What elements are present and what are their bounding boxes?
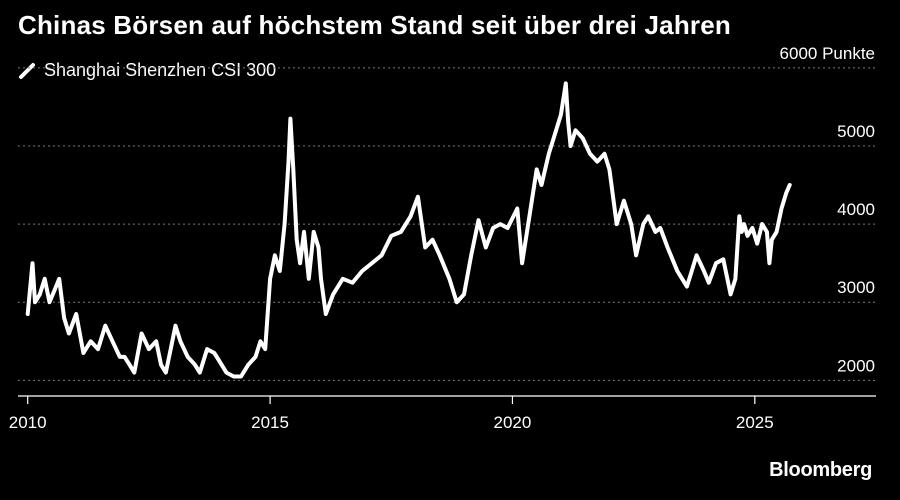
y-axis-ticks: 2000 3000 4000 5000 6000 Punkte (780, 44, 875, 376)
y-tick-label: 4000 (837, 200, 875, 219)
y-tick-label: 5000 (837, 122, 875, 141)
x-tick-label: 2010 (9, 413, 47, 432)
legend: Shanghai Shenzhen CSI 300 (18, 60, 276, 81)
gridlines (18, 67, 876, 381)
y-tick-label: 6000 Punkte (780, 44, 875, 63)
y-tick-label: 3000 (837, 278, 875, 297)
series-line-csi300 (25, 81, 792, 379)
y-tick-label: 2000 (837, 356, 875, 375)
source-logo: Bloomberg (769, 459, 872, 481)
x-tick-label: 2015 (251, 413, 289, 432)
chart-title: Chinas Börsen auf höchstem Stand seit üb… (18, 10, 731, 40)
x-tick-label: 2020 (494, 413, 532, 432)
legend-label: Shanghai Shenzhen CSI 300 (44, 60, 277, 80)
legend-line-swatch (19, 62, 35, 79)
x-tick-label: 2025 (736, 413, 774, 432)
x-axis-ticks: 2010 2015 2020 2025 (9, 396, 774, 432)
